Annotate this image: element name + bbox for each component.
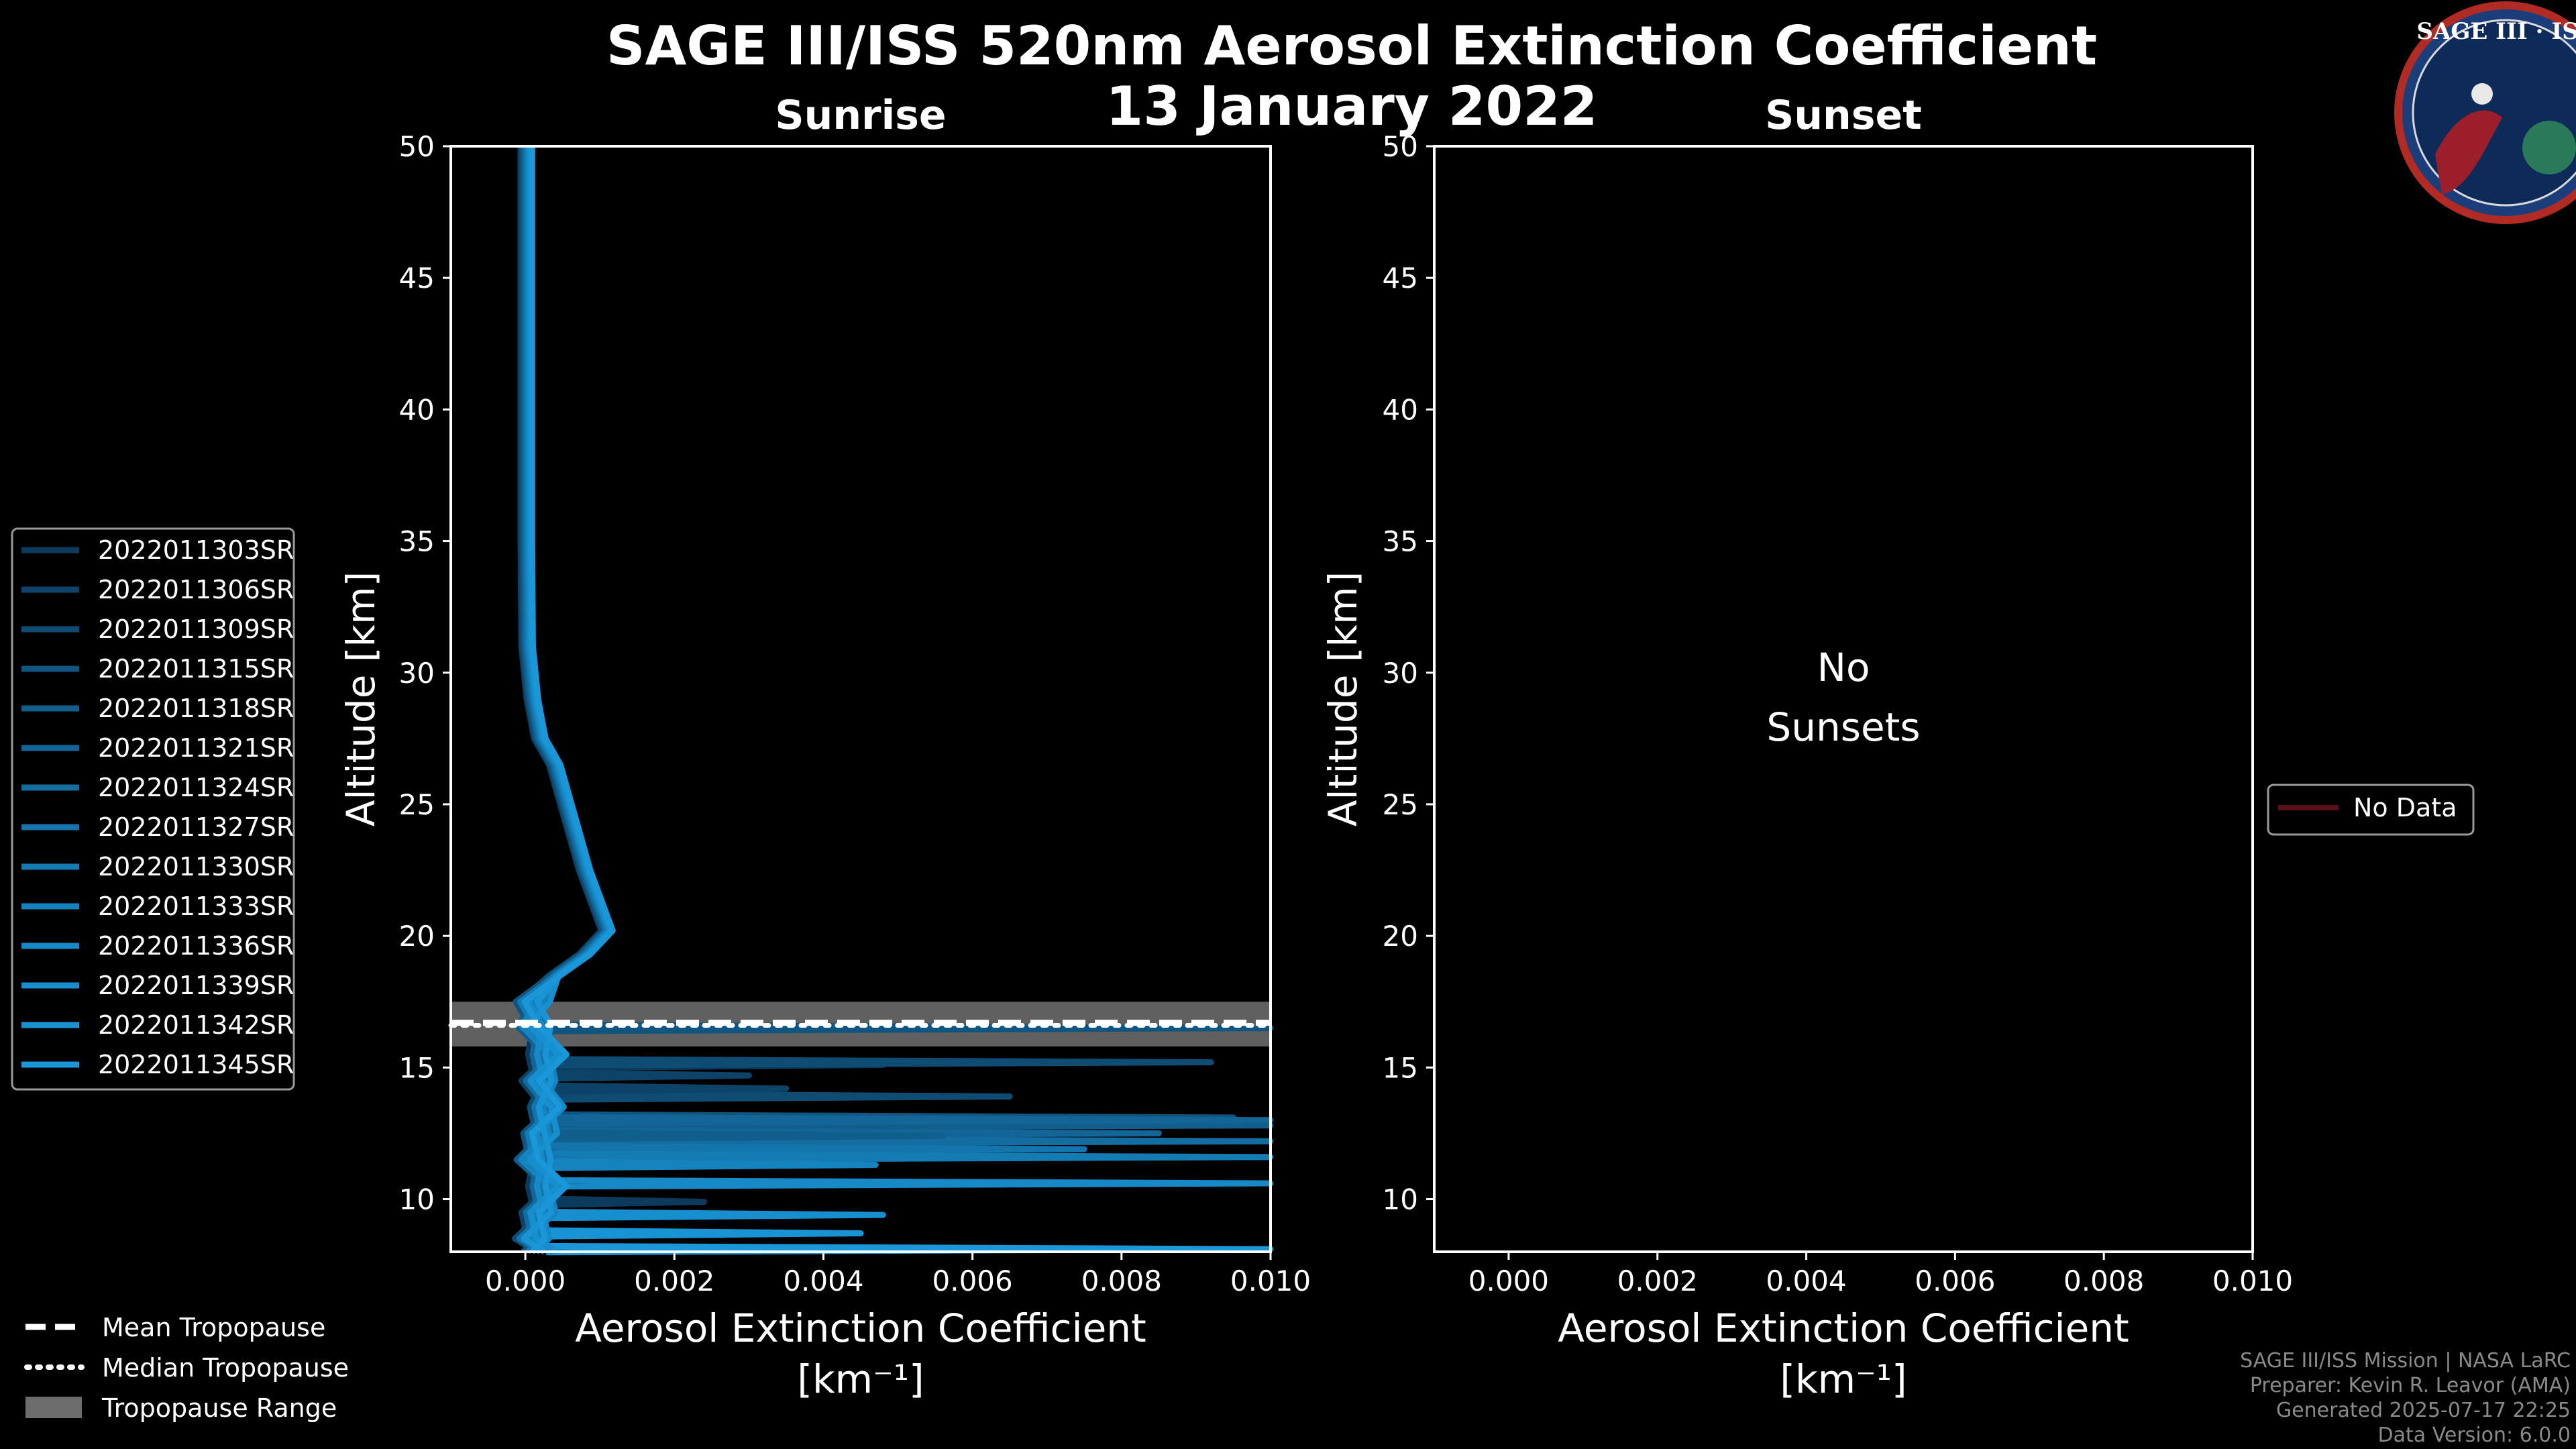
- sunset-x-tick-label: 0.006: [1915, 1265, 1995, 1297]
- sunset-y-tick-label: 50: [1383, 130, 1418, 163]
- no-data-legend-label: No Data: [2353, 793, 2457, 822]
- sunrise-y-tick-label: 10: [399, 1183, 435, 1216]
- sunrise-y-tick-label: 35: [399, 525, 435, 558]
- sunrise-excursion-line: [533, 1150, 1274, 1163]
- sunset-y-tick-label: 15: [1383, 1051, 1418, 1084]
- sunrise-legend-label: 2022011336SR: [98, 931, 294, 961]
- sunset-plot-frame: [1433, 145, 2254, 1253]
- sunset-x-tick-label: 0.002: [1617, 1265, 1698, 1297]
- sunrise-excursion-line: [534, 1227, 864, 1240]
- sunrise-y-axis-label: Altitude [km]: [338, 572, 384, 826]
- no-sunsets-line-2: Sunsets: [1766, 704, 1920, 750]
- logo-moon: [2471, 83, 2493, 105]
- sunrise-y-tick-label: 50: [399, 130, 435, 163]
- sunrise-excursion-line: [541, 1069, 752, 1082]
- sunset-y-axis: 10 15 20 25 30 35 40 45 50: [1383, 130, 1434, 1216]
- figure-title: SAGE III/ISS 520nm Aerosol Extinction Co…: [606, 15, 2097, 77]
- sunset-y-tick-label: 30: [1383, 657, 1418, 690]
- sunrise-legend-label: 2022011345SR: [98, 1050, 294, 1079]
- sunrise-y-tick-label: 45: [399, 262, 435, 294]
- sunset-y-tick-label: 40: [1383, 393, 1418, 426]
- sunrise-plot-frame: [449, 145, 1272, 1253]
- no-sunsets-line-1: No: [1817, 645, 1870, 690]
- sunrise-excursion-line: [543, 1195, 708, 1208]
- sunrise-x-axis: 0.000 0.002 0.004 0.006 0.008 0.010: [485, 1252, 1311, 1297]
- median-tropopause-label: Median Tropopause: [102, 1353, 349, 1383]
- sunrise-excursion-line: [535, 1142, 1087, 1156]
- sunrise-excursion-line: [544, 1090, 1013, 1103]
- sunrise-y-tick-label: 25: [399, 788, 435, 821]
- footer-line-4: Data Version: 6.0.0: [2378, 1424, 2571, 1447]
- tropopause-legend: Mean Tropopause Median Tropopause Tropop…: [24, 1313, 349, 1423]
- sunrise-y-axis: 10 15 20 25 30 35 40 45 50: [399, 130, 451, 1216]
- sunrise-legend-label: 2022011318SR: [98, 694, 294, 723]
- sunrise-legend-label: 2022011330SR: [98, 852, 294, 881]
- sunset-legend-frame: [2267, 784, 2475, 836]
- sunrise-excursion-line: [543, 1114, 1274, 1127]
- sunset-x-axis: 0.000 0.002 0.004 0.006 0.008 0.010: [1468, 1252, 2293, 1297]
- sunset-y-tick-label: 20: [1383, 920, 1418, 953]
- sunset-x-tick-label: 0.004: [1766, 1265, 1846, 1297]
- sunrise-legend-label: 2022011309SR: [98, 614, 294, 644]
- tropopause-range-swatch: [25, 1397, 82, 1418]
- footer-line-1: SAGE III/ISS Mission | NASA LaRC: [2240, 1349, 2571, 1373]
- sunrise-legend-label: 2022011333SR: [98, 892, 294, 921]
- sunset-x-tick-label: 0.010: [2212, 1265, 2293, 1297]
- sunrise-panel-title: Sunrise: [775, 92, 946, 139]
- figure-date: 13 January 2022: [1106, 75, 1598, 138]
- sunset-x-tick-label: 0.000: [1468, 1265, 1549, 1297]
- sunset-panel-title: Sunset: [1765, 92, 1922, 139]
- sunrise-legend-frame: [11, 527, 295, 1091]
- sage-iii-iss-logo: SAGE III · ISS: [2394, 1, 2576, 224]
- tropopause-range-label: Tropopause Range: [101, 1393, 337, 1423]
- sunset-x-axis-unit: [km⁻¹]: [1780, 1356, 1907, 1402]
- sunrise-legend-label: 2022011324SR: [98, 773, 294, 802]
- sunset-x-axis-label: Aerosol Extinction Coefficient: [1558, 1305, 2129, 1351]
- sunrise-excursion-line: [545, 1056, 1214, 1069]
- sunrise-y-tick-label: 40: [399, 393, 435, 426]
- sunrise-excursion-line: [535, 1159, 879, 1171]
- sunrise-y-tick-label: 20: [399, 920, 435, 953]
- sunrise-x-tick-label: 0.006: [932, 1265, 1013, 1297]
- sunrise-excursion-line: [542, 1082, 790, 1095]
- sunrise-x-axis-label: Aerosol Extinction Coefficient: [575, 1305, 1146, 1351]
- sunrise-profile-line: [521, 146, 616, 1254]
- sunrise-x-tick-label: 0.010: [1230, 1265, 1311, 1297]
- sunset-y-tick-label: 35: [1383, 525, 1418, 558]
- sunset-y-axis-label: Altitude [km]: [1320, 572, 1366, 826]
- sunset-y-tick-label: 25: [1383, 788, 1418, 821]
- sunrise-legend-label: 2022011327SR: [98, 812, 294, 842]
- sunrise-excursion-line: [539, 1208, 886, 1222]
- sunset-legend: No Data: [2267, 784, 2475, 836]
- sunrise-legend-label: 2022011306SR: [98, 575, 294, 604]
- logo-globe: [2522, 121, 2576, 174]
- sunset-x-tick-label: 0.008: [2063, 1265, 2144, 1297]
- logo-robe-shape: [2435, 110, 2502, 195]
- sunset-y-tick-label: 10: [1383, 1183, 1418, 1216]
- sunrise-y-tick-label: 15: [399, 1051, 435, 1084]
- sunrise-excursion-line: [539, 1130, 946, 1142]
- sunrise-legend-label: 2022011321SR: [98, 733, 294, 763]
- sunrise-x-tick-label: 0.002: [634, 1265, 714, 1297]
- sunrise-legend-label: 2022011303SR: [98, 535, 294, 565]
- sunrise-x-tick-label: 0.004: [783, 1265, 863, 1297]
- sunrise-x-tick-label: 0.000: [485, 1265, 566, 1297]
- sunrise-legend-label: 2022011339SR: [98, 971, 294, 1000]
- sunrise-legend-label: 2022011342SR: [98, 1010, 294, 1040]
- sunrise-legend-label: 2022011315SR: [98, 654, 294, 684]
- sunset-y-tick-label: 45: [1383, 262, 1418, 294]
- sunrise-legend: 2022011303SR 2022011306SR 2022011309SR 2022…: [11, 527, 295, 1091]
- sunrise-excursion-line: [546, 1177, 1274, 1190]
- footer-line-3: Generated 2025-07-17 22:25: [2276, 1399, 2571, 1422]
- sunrise-profiles: [512, 146, 616, 1254]
- sunrise-y-tick-label: 30: [399, 657, 435, 690]
- logo-text: SAGE III · ISS: [2416, 18, 2576, 45]
- footer-line-2: Preparer: Kevin R. Leavor (AMA): [2250, 1374, 2571, 1397]
- mean-tropopause-label: Mean Tropopause: [102, 1313, 325, 1342]
- sunrise-x-tick-label: 0.008: [1081, 1265, 1162, 1297]
- sunrise-x-axis-unit: [km⁻¹]: [797, 1356, 924, 1402]
